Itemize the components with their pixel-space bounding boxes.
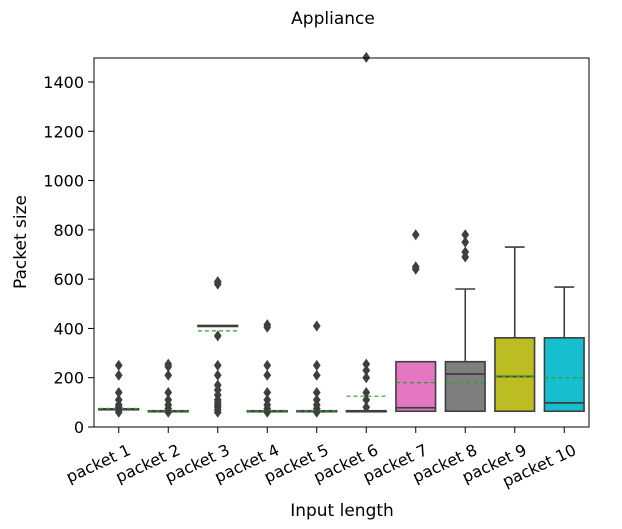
outlier-point	[362, 372, 371, 384]
box-2	[147, 358, 189, 418]
outlier-point	[312, 359, 321, 371]
outlier-point	[461, 246, 470, 258]
outlier-point	[213, 359, 222, 371]
box-body	[395, 360, 437, 413]
outlier-point	[213, 369, 222, 381]
outlier-point	[362, 386, 371, 399]
outlier-point	[362, 51, 371, 63]
outlier-point	[164, 358, 173, 370]
y-tick-label: 1000	[43, 172, 84, 191]
outlier-point	[411, 229, 420, 241]
x-axis-label: Input length	[290, 501, 394, 521]
outlier-point	[114, 394, 123, 406]
outlier-point	[312, 394, 321, 406]
outlier-point	[312, 320, 321, 332]
outlier-point	[362, 401, 371, 413]
outlier-point	[263, 386, 272, 399]
outlier-point	[213, 276, 222, 288]
chart-title: Appliance	[291, 9, 375, 29]
outlier-point	[362, 358, 371, 370]
outlier-point	[114, 369, 123, 381]
box-10	[543, 286, 585, 413]
outlier-point	[114, 359, 123, 371]
y-tick-label: 1200	[43, 122, 84, 141]
box-6	[345, 51, 387, 413]
box-1	[98, 359, 140, 418]
outlier-point	[263, 319, 272, 331]
box-4	[246, 319, 288, 418]
outlier-point	[362, 394, 371, 406]
box-body	[543, 336, 585, 413]
y-tick-label: 400	[53, 319, 84, 338]
outlier-point	[312, 386, 321, 399]
box-7	[395, 229, 437, 413]
outlier-point	[461, 236, 470, 248]
outlier-point	[312, 369, 321, 381]
outlier-point	[114, 386, 123, 399]
outlier-point	[164, 386, 173, 399]
outlier-point	[213, 330, 222, 342]
outlier-point	[164, 369, 173, 381]
y-tick-label: 0	[74, 418, 84, 437]
y-tick-label: 800	[53, 221, 84, 240]
y-axis-label: Packet size	[11, 195, 31, 289]
outlier-point	[263, 359, 272, 371]
outlier-point	[461, 229, 470, 241]
box-3	[197, 276, 239, 418]
box-8	[444, 229, 486, 413]
outlier-point	[411, 261, 420, 273]
box-body	[444, 360, 486, 413]
box-body	[494, 336, 536, 413]
y-tick-label: 200	[53, 369, 84, 388]
plot-frame	[93, 57, 590, 428]
box-9	[494, 246, 536, 413]
outlier-point	[164, 394, 173, 406]
y-tick-label: 1400	[43, 73, 84, 92]
outlier-point	[362, 364, 371, 376]
outlier-point	[213, 379, 222, 391]
outlier-point	[263, 394, 272, 406]
y-tick-label: 600	[53, 270, 84, 289]
box-5	[296, 320, 338, 418]
outlier-point	[263, 369, 272, 381]
